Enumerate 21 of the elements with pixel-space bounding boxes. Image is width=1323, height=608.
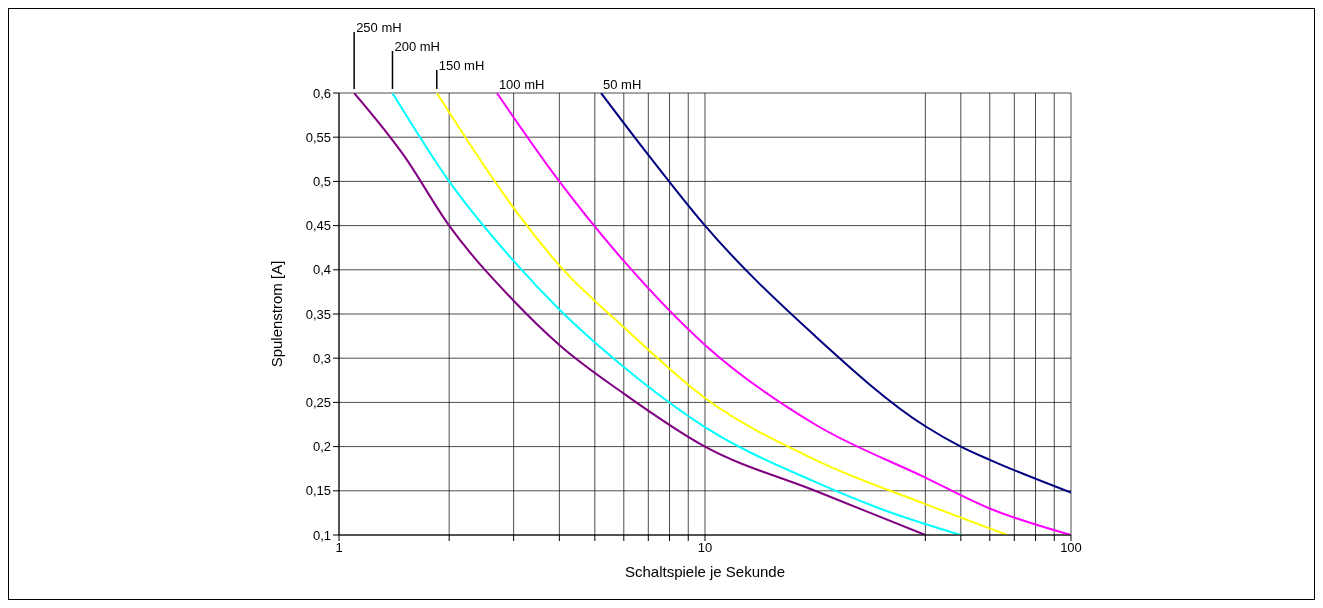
series-label: 100 mH bbox=[498, 77, 545, 92]
y-tick-label: 0,35 bbox=[305, 306, 331, 322]
y-tick-label: 0,15 bbox=[305, 483, 331, 499]
x-tick-label: 10 bbox=[697, 540, 713, 556]
y-tick-label: 0,5 bbox=[312, 174, 331, 190]
y-tick-label: 0,55 bbox=[305, 129, 331, 145]
x-tick-label: 100 bbox=[1060, 540, 1082, 556]
series-label: 150 mH bbox=[438, 58, 485, 73]
text: 250 mH bbox=[356, 20, 402, 35]
x-tick-label: 1 bbox=[335, 540, 343, 556]
y-tick-label: 0,1 bbox=[312, 527, 331, 543]
y-tick-label: 0,4 bbox=[312, 262, 331, 278]
y-tick-label: 0,6 bbox=[312, 85, 331, 101]
y-tick-label: 0,2 bbox=[312, 439, 331, 455]
y-tick-label: 0,45 bbox=[305, 218, 331, 234]
y-tick-label: 0,3 bbox=[312, 350, 331, 366]
series-label: 50 mH bbox=[603, 77, 642, 92]
y-axis-title: Spulenstrom [A] bbox=[268, 260, 286, 368]
y-tick-label: 0,25 bbox=[305, 395, 331, 411]
x-axis-title: Schaltspiele je Sekunde bbox=[624, 563, 786, 580]
text: 200 mH bbox=[394, 39, 441, 54]
